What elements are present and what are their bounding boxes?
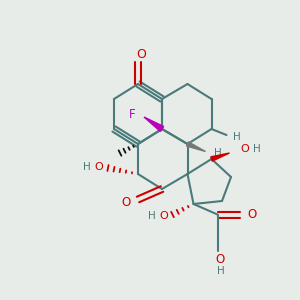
Text: H: H xyxy=(214,148,221,158)
Text: O: O xyxy=(240,143,249,154)
Text: O: O xyxy=(136,47,146,61)
Text: H: H xyxy=(83,161,91,172)
Text: H: H xyxy=(233,131,241,142)
Text: H: H xyxy=(217,266,224,277)
Text: O: O xyxy=(159,211,168,221)
Polygon shape xyxy=(144,117,164,131)
Text: H: H xyxy=(253,143,260,154)
Text: F: F xyxy=(129,107,135,121)
Polygon shape xyxy=(187,142,206,152)
Text: O: O xyxy=(94,161,103,172)
Polygon shape xyxy=(211,153,230,161)
Text: H: H xyxy=(148,211,155,221)
Text: O: O xyxy=(216,253,225,266)
Text: O: O xyxy=(248,208,256,221)
Text: O: O xyxy=(122,196,130,209)
